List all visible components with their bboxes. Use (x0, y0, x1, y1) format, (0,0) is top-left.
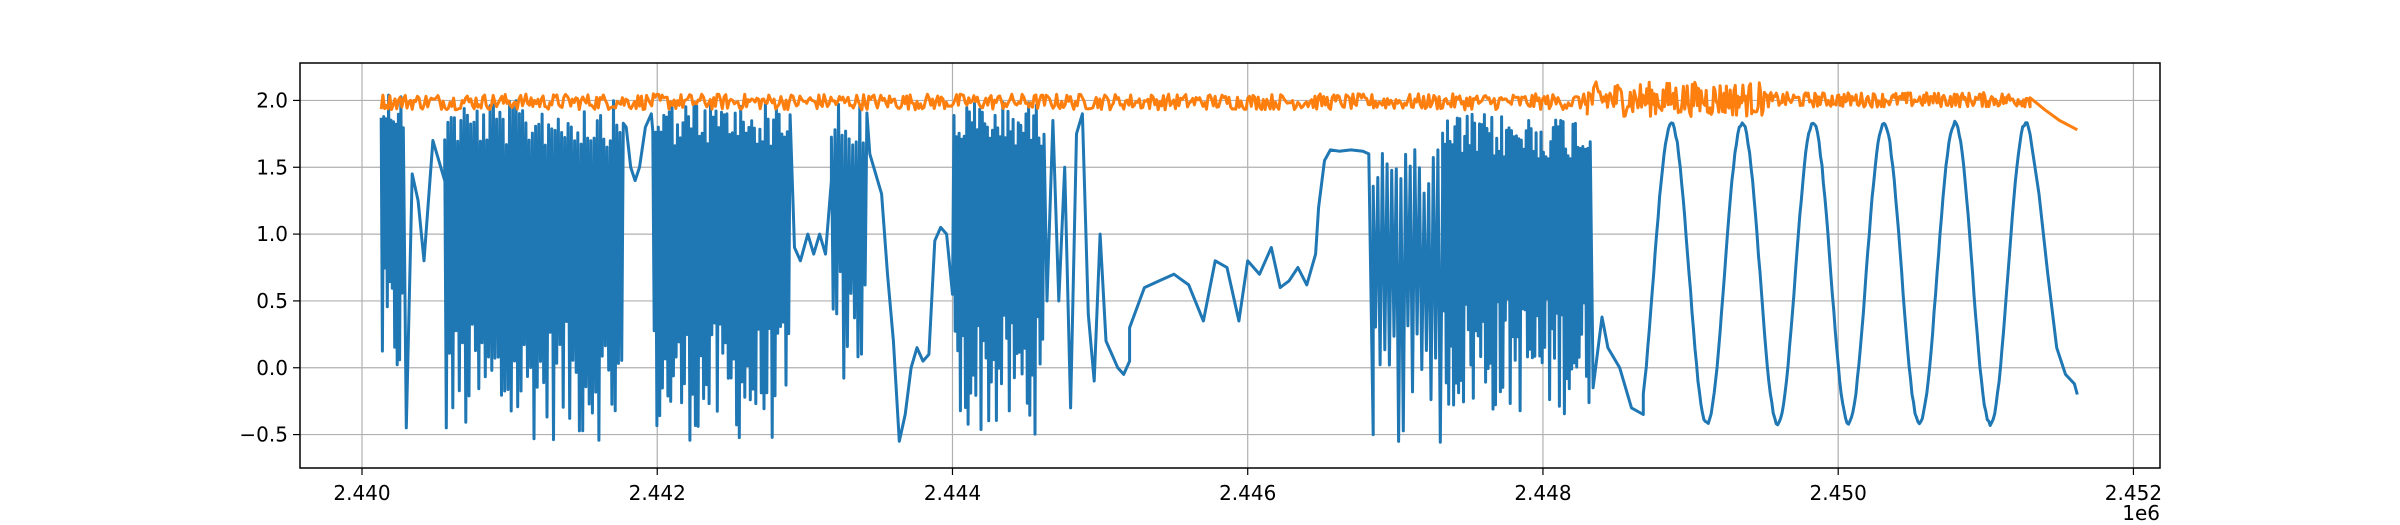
x-tick-label: 2.442 (629, 481, 686, 505)
x-tick-label: 2.444 (924, 481, 981, 505)
x-tick-label: 2.448 (1514, 481, 1571, 505)
y-tick-label: 1.5 (256, 155, 288, 179)
x-offset-label: 1e6 (2122, 501, 2160, 525)
y-tick-label: 0.0 (256, 356, 288, 380)
x-tick-label: 2.450 (1810, 481, 1867, 505)
axes-frame (299, 62, 2161, 469)
series-group (379, 80, 2079, 444)
y-tick-label: 2.0 (256, 88, 288, 112)
y-tick-label: −0.5 (239, 423, 288, 447)
y-tick-label: 1.0 (256, 222, 288, 246)
ticks: 2.440 2.442 2.444 2.446 2.448 2.450 2.452 −0.5 0… (239, 88, 2162, 505)
x-tick-label: 2.446 (1219, 481, 1276, 505)
series-2-line (379, 80, 2078, 132)
x-tick-label: 2.452 (2105, 481, 2162, 505)
y-tick-label: 0.5 (256, 289, 288, 313)
x-tick-label: 2.440 (333, 481, 390, 505)
series-1-line (379, 93, 2079, 444)
